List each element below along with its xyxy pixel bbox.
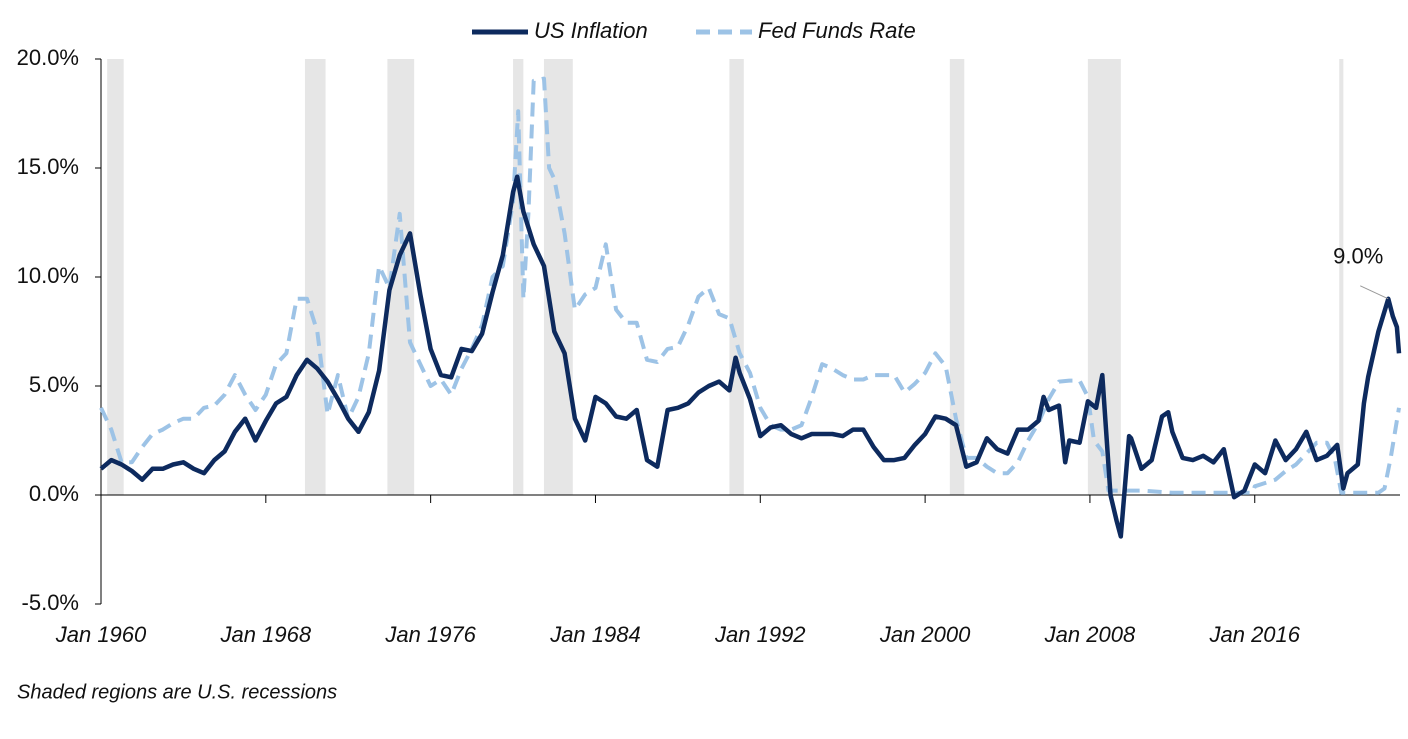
x-tick-label: Jan 1960 <box>55 622 147 647</box>
y-tick-label: -5.0% <box>22 590 79 615</box>
recession-band <box>1339 59 1344 495</box>
y-tick-label: 0.0% <box>29 481 79 506</box>
annotation-leader <box>1360 285 1389 300</box>
legend-label: US Inflation <box>534 18 648 43</box>
annotation: 9.0% <box>1333 244 1383 269</box>
series-line <box>99 76 1401 495</box>
x-tick-label: Jan 1992 <box>714 622 806 647</box>
recession-band <box>949 59 965 495</box>
series-line <box>99 174 1402 539</box>
recession-band <box>304 59 326 495</box>
recession-band <box>107 59 124 495</box>
x-tick-label: Jan 1976 <box>384 622 476 647</box>
x-tick-label: Jan 1984 <box>549 622 641 647</box>
x-tick-label: Jan 2008 <box>1044 622 1136 647</box>
y-tick-label: 15.0% <box>17 154 79 179</box>
x-tick-label: Jan 2000 <box>879 622 971 647</box>
recession-band <box>513 59 524 495</box>
recession-band <box>729 59 744 495</box>
footnote: Shaded regions are U.S. recessions <box>17 681 337 703</box>
y-tick-label: 20.0% <box>17 45 79 70</box>
x-tick-label: Jan 1968 <box>220 622 312 647</box>
y-tick-label: 10.0% <box>17 263 79 288</box>
legend-label: Fed Funds Rate <box>758 18 916 43</box>
x-tick-label: Jan 2016 <box>1208 622 1300 647</box>
y-tick-label: 5.0% <box>29 372 79 397</box>
